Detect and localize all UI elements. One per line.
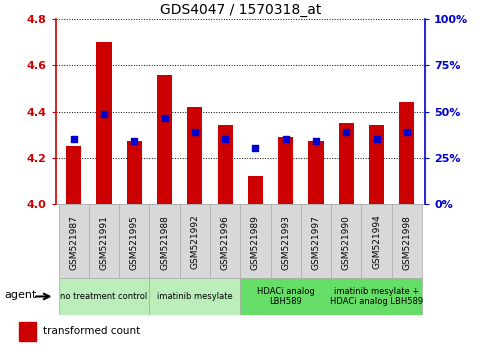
Bar: [127, 142, 142, 204]
Bar: [331, 278, 422, 315]
Bar: [241, 204, 270, 278]
Text: GSM521991: GSM521991: [99, 215, 109, 270]
Point: [252, 145, 259, 151]
Bar: [270, 204, 301, 278]
Point: [221, 136, 229, 142]
Point: [191, 130, 199, 135]
Text: GSM521993: GSM521993: [281, 215, 290, 270]
Bar: [392, 204, 422, 278]
Text: transformed count: transformed count: [43, 326, 140, 336]
Bar: [278, 137, 293, 204]
Text: HDACi analog
LBH589: HDACi analog LBH589: [257, 287, 314, 306]
Bar: [119, 204, 149, 278]
Text: GSM521998: GSM521998: [402, 215, 412, 270]
Bar: [180, 204, 210, 278]
Point: [130, 138, 138, 144]
Text: no treatment control: no treatment control: [60, 292, 148, 301]
Text: GSM521987: GSM521987: [69, 215, 78, 270]
Point: [342, 130, 350, 135]
Bar: [248, 176, 263, 204]
Bar: [309, 142, 324, 204]
Point: [70, 136, 78, 142]
Text: GSM521996: GSM521996: [221, 215, 229, 270]
Bar: [210, 204, 241, 278]
Text: GSM521990: GSM521990: [342, 215, 351, 270]
Text: imatinib mesylate +
HDACi analog LBH589: imatinib mesylate + HDACi analog LBH589: [330, 287, 423, 306]
Text: GSM521997: GSM521997: [312, 215, 321, 270]
Bar: [58, 278, 149, 315]
Text: agent: agent: [4, 290, 37, 299]
Point: [282, 136, 290, 142]
Point: [161, 115, 169, 121]
Bar: [66, 146, 81, 204]
Bar: [19, 322, 36, 341]
Bar: [58, 204, 89, 278]
Bar: [97, 42, 112, 204]
Text: imatinib mesylate: imatinib mesylate: [157, 292, 233, 301]
Bar: [339, 123, 354, 204]
Bar: [157, 75, 172, 204]
Bar: [301, 204, 331, 278]
Bar: [187, 107, 202, 204]
Text: GSM521992: GSM521992: [190, 215, 199, 269]
Bar: [217, 125, 233, 204]
Title: GDS4047 / 1570318_at: GDS4047 / 1570318_at: [159, 3, 321, 17]
Text: GSM521989: GSM521989: [251, 215, 260, 270]
Text: GSM521988: GSM521988: [160, 215, 169, 270]
Bar: [241, 278, 331, 315]
Point: [100, 111, 108, 117]
Text: GSM521995: GSM521995: [130, 215, 139, 270]
Bar: [149, 204, 180, 278]
Point: [403, 130, 411, 135]
Bar: [89, 204, 119, 278]
Point: [312, 138, 320, 144]
Bar: [369, 125, 384, 204]
Bar: [361, 204, 392, 278]
Bar: [399, 102, 414, 204]
Text: GSM521994: GSM521994: [372, 215, 381, 269]
Bar: [149, 278, 241, 315]
Bar: [331, 204, 361, 278]
Point: [373, 136, 381, 142]
